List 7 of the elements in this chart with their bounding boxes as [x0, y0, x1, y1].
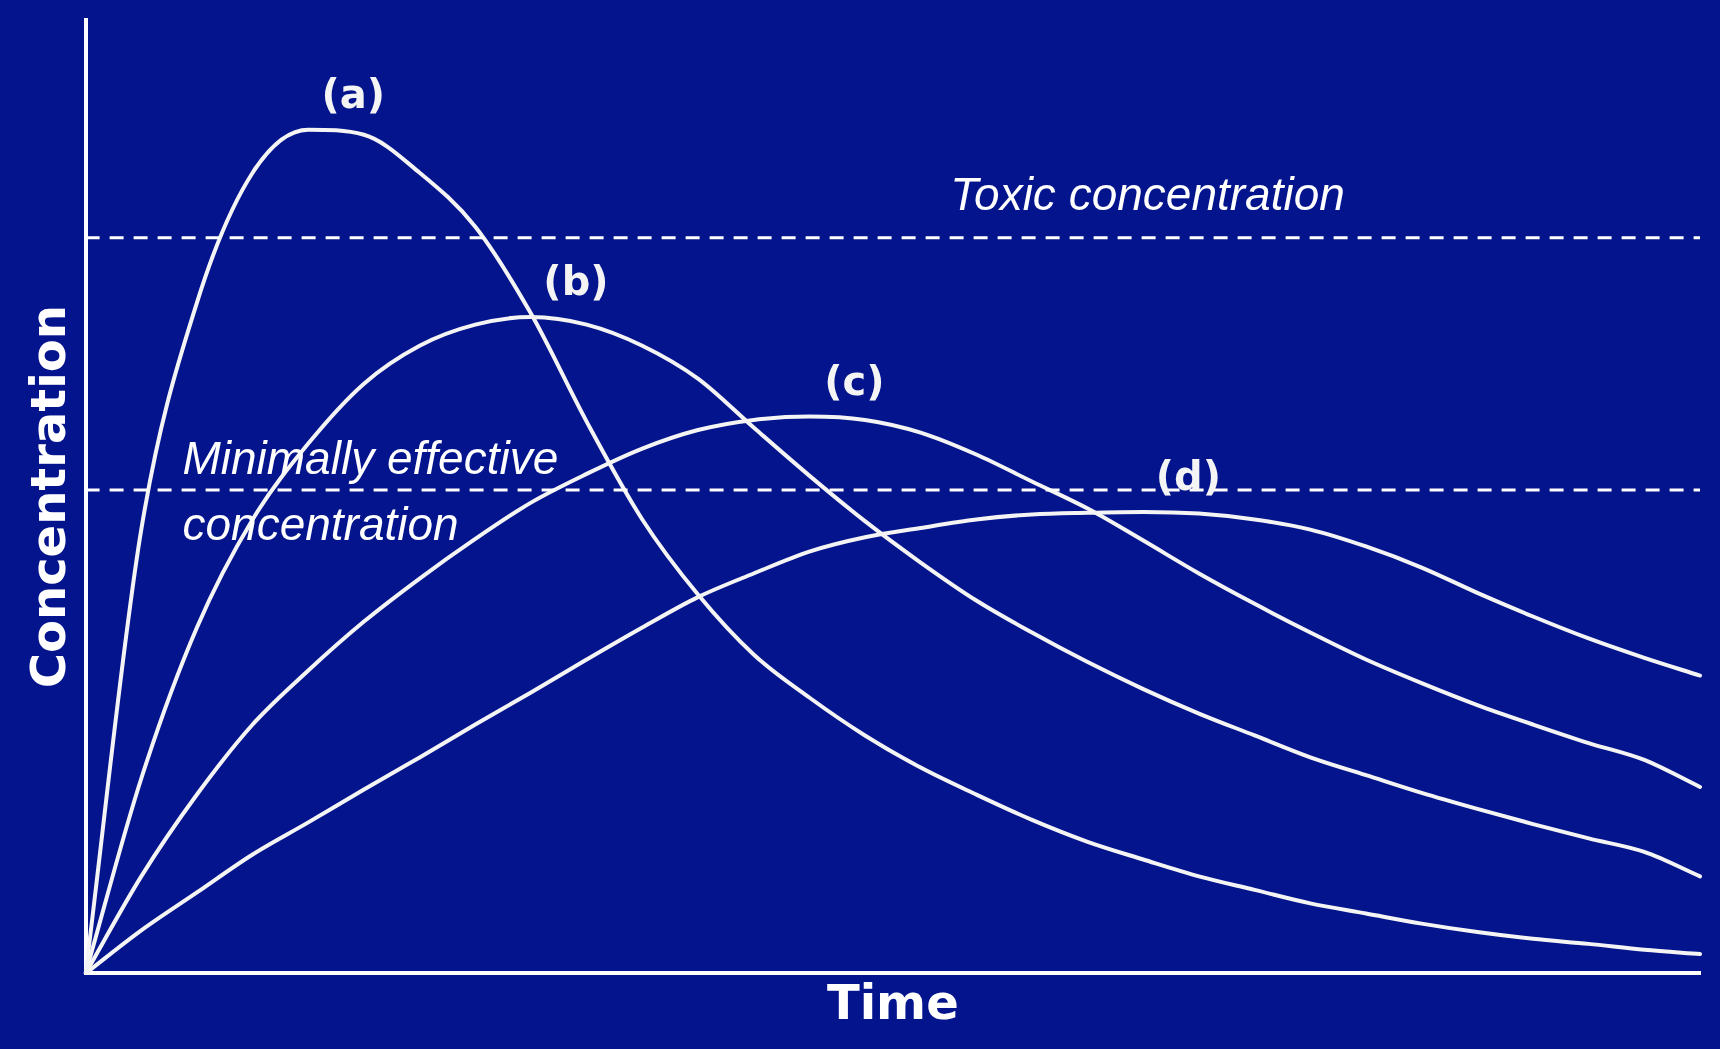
series-label: (d) — [1155, 453, 1221, 500]
series-label: (c) — [824, 357, 885, 404]
x-axis-title: Time — [826, 973, 959, 1030]
series-label: (b) — [543, 258, 609, 305]
series-label: (a) — [321, 71, 386, 118]
y-axis-title: Concentration — [20, 305, 77, 689]
ref-line-label: Toxic concentration — [950, 167, 1345, 220]
